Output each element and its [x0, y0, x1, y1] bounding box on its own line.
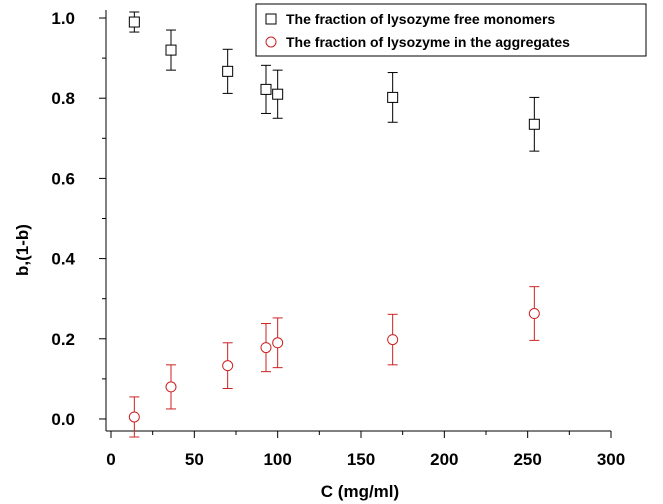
data-point-square [387, 91, 399, 103]
data-marks [128, 11, 540, 438]
y-tick-label: 0.4 [51, 250, 75, 269]
data-point-square [272, 88, 284, 100]
legend-box [255, 3, 647, 57]
y-tick-label: 0.0 [51, 410, 75, 429]
x-tick-label: 250 [513, 450, 541, 469]
x-tick-label: 300 [597, 450, 625, 469]
data-point-square [222, 65, 234, 77]
x-tick-label: 0 [106, 450, 115, 469]
x-axis-label: C (mg/ml) [321, 482, 399, 501]
legend-label-monomers: The fraction of lysozyme free monomers [286, 11, 555, 27]
axis-ticks: 0 50 100 150 200 250 300 0.0 0.2 0.4 0.6 0.8 1.0 [51, 9, 625, 469]
data-point-square [165, 44, 177, 56]
y-tick-label: 0.2 [51, 330, 75, 349]
data-point-circle [222, 360, 234, 372]
y-tick-label: 0.6 [51, 169, 75, 188]
data-point-circle [528, 308, 540, 320]
legend-marker-square [265, 13, 277, 25]
plot-axes [105, 10, 611, 432]
series-2 [128, 286, 540, 438]
x-tick-label: 150 [347, 450, 375, 469]
y-tick-label: 1.0 [51, 9, 75, 28]
data-point-square [528, 118, 540, 130]
y-axis-label: b,(1-b) [13, 224, 32, 276]
legend-marker-circle [265, 36, 277, 48]
x-tick-label: 200 [430, 450, 458, 469]
data-point-circle [272, 337, 284, 349]
series-1 [128, 11, 540, 152]
y-tick-label: 0.8 [51, 89, 75, 108]
data-point-circle [387, 334, 399, 346]
data-point-circle [165, 381, 177, 393]
data-point-circle [128, 411, 140, 423]
x-tick-label: 50 [185, 450, 204, 469]
data-point-square [128, 16, 140, 28]
legend-label-aggregates: The fraction of lysozyme in the aggregat… [286, 34, 570, 50]
data-point-square [260, 83, 272, 95]
legend: The fraction of lysozyme free monomers T… [255, 3, 647, 57]
data-point-circle [260, 342, 272, 354]
x-tick-label: 100 [263, 450, 291, 469]
